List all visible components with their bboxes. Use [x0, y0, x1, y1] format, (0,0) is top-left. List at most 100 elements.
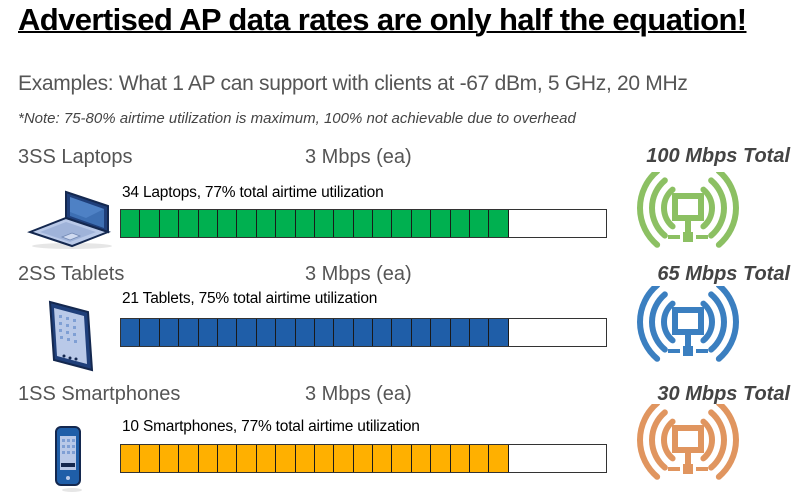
airtime-segment — [470, 319, 490, 346]
row-label-laptops: 3SS Laptops — [18, 146, 133, 168]
airtime-segment — [470, 445, 490, 472]
airtime-bar-smartphones — [120, 444, 607, 473]
row-label-smartphones: 1SS Smartphones — [18, 383, 181, 405]
ap-link-right — [696, 467, 708, 471]
signal-arc-outer-left — [637, 404, 661, 480]
airtime-segment — [295, 319, 315, 346]
airtime-segment — [256, 445, 277, 472]
airtime-segment — [256, 319, 277, 346]
airtime-segment — [373, 445, 393, 472]
airtime-segment — [334, 319, 354, 346]
airtime-segment — [353, 319, 374, 346]
airtime-segment — [334, 210, 354, 237]
row-caption-smartphones: 10 Smartphones, 77% total airtime utiliz… — [122, 418, 420, 435]
airtime-segment — [411, 445, 432, 472]
airtime-segment — [353, 210, 374, 237]
ap-hub — [683, 232, 693, 242]
airtime-segment — [392, 445, 412, 472]
row-rate-laptops: 3 Mbps (ea) — [305, 146, 412, 168]
airtime-segment — [276, 319, 296, 346]
signal-arc-outer-right — [715, 172, 739, 248]
row-caption-laptops: 34 Laptops, 77% total airtime utilizatio… — [122, 184, 384, 201]
airtime-segment — [431, 210, 451, 237]
airtime-segment — [159, 210, 180, 237]
airtime-segment — [159, 445, 180, 472]
ap-monitor-shape — [672, 425, 704, 453]
signal-arc-inner-right — [700, 186, 715, 230]
airtime-segment — [314, 210, 335, 237]
airtime-segment — [431, 445, 451, 472]
ap-monitor-shape — [672, 307, 704, 335]
signal-arc-middle-left — [649, 409, 668, 471]
airtime-segment — [450, 210, 471, 237]
signal-arc-outer-left — [637, 172, 661, 248]
examples-subtitle: Examples: What 1 AP can support with cli… — [18, 72, 688, 95]
airtime-segment — [159, 319, 180, 346]
airtime-segment — [237, 319, 257, 346]
airtime-bar-tablets — [120, 318, 607, 347]
signal-arc-inner-left — [661, 418, 676, 462]
airtime-segment — [140, 445, 160, 472]
airtime-segment — [198, 319, 218, 346]
airtime-segment — [140, 319, 160, 346]
airtime-segment — [276, 210, 296, 237]
row-total-smartphones: 30 Mbps Total — [657, 383, 790, 405]
airtime-note: *Note: 75-80% airtime utilization is max… — [18, 110, 576, 127]
ap-link-left — [668, 235, 680, 239]
airtime-segment — [217, 445, 238, 472]
row-label-tablets: 2SS Tablets — [18, 263, 125, 285]
access-point-icon-laptops — [637, 172, 739, 248]
airtime-segment — [450, 445, 471, 472]
airtime-segment — [276, 445, 296, 472]
ap-hub — [683, 464, 693, 474]
laptop-icon — [27, 190, 112, 249]
tablet-icon — [48, 300, 94, 372]
signal-arc-inner-left — [661, 300, 676, 344]
airtime-segment — [334, 445, 354, 472]
airtime-segment — [392, 210, 412, 237]
airtime-segment — [314, 319, 335, 346]
airtime-segment — [489, 210, 509, 237]
ap-stem — [685, 332, 691, 346]
airtime-segment — [237, 210, 257, 237]
signal-arc-middle-right — [708, 409, 727, 471]
signal-arc-middle-right — [708, 291, 727, 353]
airtime-segment — [353, 445, 374, 472]
airtime-segment — [237, 445, 257, 472]
airtime-segment — [431, 319, 451, 346]
signal-arc-outer-left — [637, 286, 661, 362]
ap-link-left — [668, 349, 680, 353]
airtime-segment — [121, 319, 141, 346]
access-point-icon-smartphones — [637, 404, 739, 480]
airtime-bar-laptops — [120, 209, 607, 238]
slide-title: Advertised AP data rates are only half t… — [18, 2, 747, 37]
airtime-segment — [256, 210, 277, 237]
ap-link-left — [668, 467, 680, 471]
airtime-segment — [198, 445, 218, 472]
airtime-segment — [179, 445, 199, 472]
ap-link-right — [696, 235, 708, 239]
airtime-segment — [140, 210, 160, 237]
smartphone-icon — [55, 426, 82, 492]
airtime-segment — [179, 319, 199, 346]
signal-arc-outer-right — [715, 286, 739, 362]
airtime-segment — [314, 445, 335, 472]
ap-stem — [685, 450, 691, 464]
airtime-segment — [411, 210, 432, 237]
airtime-segment — [489, 445, 509, 472]
signal-arc-inner-left — [661, 186, 676, 230]
signal-arc-outer-right — [715, 404, 739, 480]
signal-arc-middle-left — [649, 291, 668, 353]
airtime-segment — [373, 319, 393, 346]
airtime-segment — [411, 319, 432, 346]
signal-arc-middle-right — [708, 177, 727, 239]
signal-arc-middle-left — [649, 177, 668, 239]
row-rate-smartphones: 3 Mbps (ea) — [305, 383, 412, 405]
airtime-segment — [121, 445, 141, 472]
ap-hub — [683, 346, 693, 356]
signal-arc-inner-right — [700, 300, 715, 344]
ap-link-right — [696, 349, 708, 353]
airtime-segment — [392, 319, 412, 346]
row-rate-tablets: 3 Mbps (ea) — [305, 263, 412, 285]
access-point-icon-tablets — [637, 286, 739, 362]
